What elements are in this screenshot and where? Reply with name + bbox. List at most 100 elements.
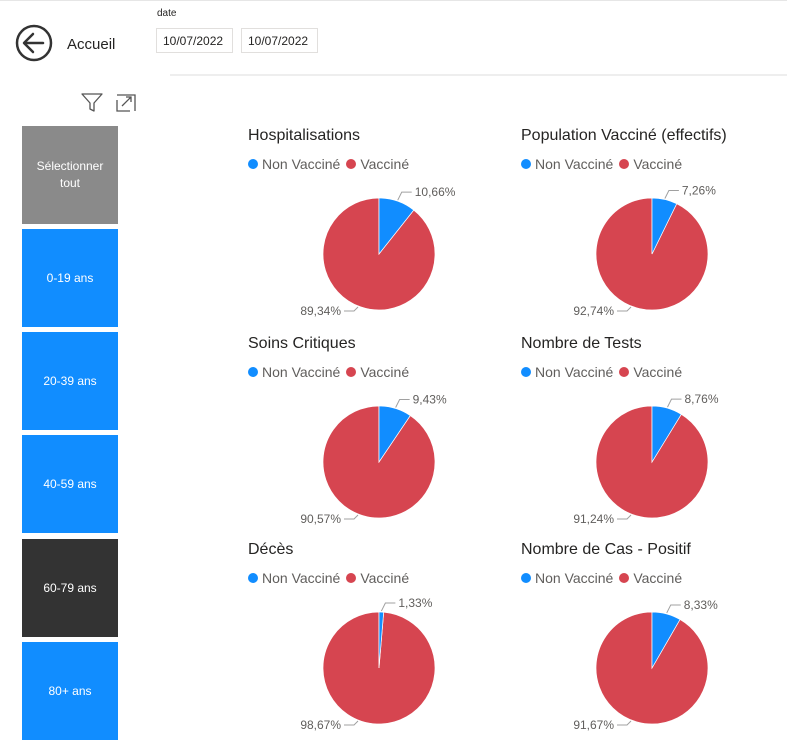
pie-slice-non-vaccine[interactable] (378, 405, 411, 464)
leader-line (397, 191, 412, 201)
date-filter-label: date (157, 8, 177, 19)
pie-chart-4[interactable]: Décès Non Vacciné Vacciné 1,33% 98,67% (248, 541, 518, 741)
legend-item-vaccine[interactable]: Vacciné (346, 156, 409, 172)
chart-legend: Non Vacciné Vacciné (521, 364, 688, 380)
pie-slice-non-vaccine[interactable] (378, 197, 415, 256)
pie-chart-1[interactable]: Population Vacciné (effectifs) Non Vaccin… (521, 127, 787, 327)
chart-legend: Non Vacciné Vacciné (521, 156, 688, 172)
legend-dot-icon (248, 573, 258, 583)
legend-dot-icon (521, 159, 531, 169)
legend-dot-icon (619, 159, 630, 169)
data-label-non-vaccine: 9,43% (413, 392, 447, 406)
pie-svg: 10,66% 89,34% (300, 185, 455, 318)
slicer-item-label: 40-59 ans (43, 476, 97, 491)
legend-label: Non Vacciné (535, 570, 614, 586)
pie-chart-2[interactable]: Soins Critiques Non Vacciné Vacciné 9,43% 90… (248, 335, 518, 535)
legend-dot-icon (521, 573, 531, 583)
legend-label: Non Vacciné (262, 156, 341, 172)
legend-dot-icon (248, 367, 258, 377)
slicer-item-label: Sélectionner tout (36, 159, 104, 190)
back-label[interactable]: Accueil (67, 36, 116, 53)
pie-svg: 8,33% 91,67% (573, 598, 718, 732)
pie-slice-non-vaccine[interactable] (651, 197, 678, 255)
leader-line (344, 306, 359, 312)
focus-mode-icon[interactable] (116, 94, 136, 112)
legend-item-vaccine[interactable]: Vacciné (619, 156, 682, 172)
pie-chart-0[interactable]: Hospitalisations Non Vacciné Vacciné 10,66%… (248, 127, 518, 327)
slicer-item-label: 60-79 ans (43, 580, 97, 595)
pie-slice-vaccine[interactable] (322, 197, 436, 311)
date-from-input[interactable] (156, 28, 233, 53)
pie-svg: 1,33% 98,67% (300, 596, 436, 732)
legend-item-non-vaccine[interactable]: Non Vacciné (521, 156, 613, 172)
chart-title: Nombre de Cas - Positif (521, 541, 691, 558)
leader-line (380, 602, 396, 612)
back-arrow-icon[interactable] (15, 24, 53, 62)
legend-item-vaccine[interactable]: Vacciné (619, 364, 682, 380)
slicer-item-label: 20-39 ans (43, 373, 97, 388)
legend-label: Vacciné (360, 364, 410, 380)
legend-dot-icon (619, 573, 630, 583)
chart-legend: Non Vacciné Vacciné (248, 364, 415, 380)
slicer-item-label: 80+ ans (48, 683, 92, 698)
data-label-vaccine: 91,67% (573, 718, 614, 732)
leader-line (617, 720, 632, 726)
legend-item-vaccine[interactable]: Vacciné (346, 364, 409, 380)
leader-line (344, 720, 359, 726)
leader-line (617, 306, 632, 312)
pie-slice-non-vaccine[interactable] (378, 611, 385, 669)
legend-item-non-vaccine[interactable]: Non Vacciné (521, 364, 613, 380)
slicer-item-1[interactable]: 0-19 ans (22, 229, 118, 327)
legend-item-non-vaccine[interactable]: Non Vacciné (248, 364, 340, 380)
data-label-vaccine: 91,24% (573, 512, 614, 526)
legend-label: Non Vacciné (535, 156, 614, 172)
filter-icon[interactable] (81, 93, 103, 113)
data-label-non-vaccine: 8,76% (684, 392, 718, 406)
pie-chart-3[interactable]: Nombre de Tests Non Vacciné Vacciné 8,76% 91… (521, 335, 787, 535)
top-border (0, 0, 787, 1)
legend-label: Non Vacciné (535, 364, 614, 380)
date-to-input[interactable] (241, 28, 318, 53)
legend-label: Vacciné (633, 364, 683, 380)
legend-dot-icon (521, 367, 531, 377)
legend-item-vaccine[interactable]: Vacciné (346, 570, 409, 586)
data-label-vaccine: 89,34% (300, 304, 341, 318)
header-separator (170, 74, 787, 76)
data-label-vaccine: 92,74% (573, 304, 614, 318)
data-label-vaccine: 90,57% (300, 512, 341, 526)
legend-item-non-vaccine[interactable]: Non Vacciné (248, 156, 340, 172)
data-label-non-vaccine: 1,33% (398, 596, 432, 610)
slicer-item-3[interactable]: 40-59 ans (22, 435, 118, 533)
pie-slice-non-vaccine[interactable] (651, 611, 681, 670)
chart-legend: Non Vacciné Vacciné (248, 156, 415, 172)
slicer-item-4[interactable]: 60-79 ans (22, 539, 118, 637)
legend-dot-icon (619, 367, 630, 377)
pie-slice-vaccine[interactable] (595, 197, 709, 311)
leader-line (344, 514, 359, 520)
pie-svg: 9,43% 90,57% (300, 392, 447, 526)
legend-label: Vacciné (633, 570, 683, 586)
chart-title: Décès (248, 541, 294, 558)
chart-title: Hospitalisations (248, 127, 361, 144)
leader-line (617, 514, 632, 520)
legend-item-non-vaccine[interactable]: Non Vacciné (248, 570, 340, 586)
slicer-item-5[interactable]: 80+ ans (22, 642, 118, 740)
slicer-item-label: 0-19 ans (46, 270, 94, 285)
leader-line (667, 398, 682, 408)
leader-line (666, 604, 681, 614)
pie-svg: 7,26% 92,74% (573, 183, 716, 318)
legend-dot-icon (248, 159, 258, 169)
pie-svg: 8,76% 91,24% (573, 392, 719, 526)
legend-label: Vacciné (360, 156, 410, 172)
pie-slice-non-vaccine[interactable] (651, 405, 682, 464)
slicer-item-0[interactable]: Sélectionner tout (22, 126, 118, 224)
pie-chart-5[interactable]: Nombre de Cas - Positif Non Vacciné Vaccin… (521, 541, 787, 741)
legend-label: Non Vacciné (262, 570, 341, 586)
slicer-item-2[interactable]: 20-39 ans (22, 332, 118, 430)
chart-title: Population Vacciné (effectifs) (521, 127, 727, 144)
data-label-non-vaccine: 7,26% (682, 183, 716, 197)
legend-item-vaccine[interactable]: Vacciné (619, 570, 682, 586)
legend-item-non-vaccine[interactable]: Non Vacciné (521, 570, 613, 586)
chart-legend: Non Vacciné Vacciné (248, 570, 415, 586)
leader-line (664, 189, 679, 199)
